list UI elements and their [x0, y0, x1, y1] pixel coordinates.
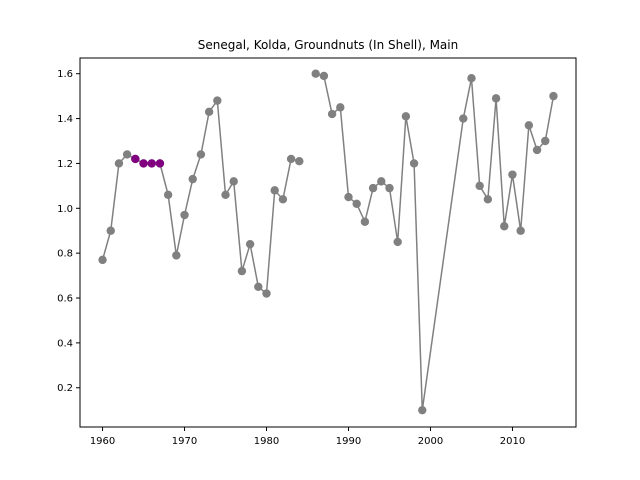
y-tick-label: 1.4: [57, 114, 73, 125]
data-point: [368, 183, 378, 193]
data-point: [254, 282, 263, 291]
data-point: [262, 289, 271, 298]
data-point: [467, 73, 476, 83]
data-point: [213, 96, 222, 105]
data-point: [344, 192, 353, 202]
data-point: [295, 156, 304, 166]
y-tick-label: 0.6: [57, 294, 73, 305]
data-point: [459, 114, 468, 123]
data-point: [360, 217, 370, 226]
y-tick-label: 1.6: [57, 69, 73, 80]
highlight-point: [131, 154, 140, 164]
y-tick-label: 1.0: [57, 204, 73, 215]
data-point: [180, 210, 189, 220]
data-point: [196, 150, 206, 159]
data-point: [278, 195, 288, 204]
data-point: [163, 190, 173, 200]
data-point: [393, 237, 402, 247]
data-point: [377, 177, 386, 186]
data-point: [311, 69, 320, 78]
data-point: [549, 91, 558, 101]
data-point: [336, 103, 345, 112]
highlight-point: [155, 159, 165, 168]
data-point: [532, 145, 542, 155]
y-tick-label: 1.2: [57, 159, 73, 170]
data-point: [418, 405, 427, 415]
data-point: [98, 255, 107, 265]
data-point: [188, 174, 197, 184]
data-point: [172, 251, 181, 260]
data-point: [516, 226, 525, 235]
data-point: [270, 186, 279, 195]
y-tick-label: 0.4: [57, 338, 73, 349]
x-tick-label: 1990: [336, 436, 361, 447]
data-point: [122, 150, 132, 159]
data-point: [524, 121, 534, 130]
x-tick-label: 1960: [90, 436, 115, 447]
data-point: [237, 266, 247, 276]
data-point: [491, 94, 501, 103]
data-point: [500, 222, 509, 231]
data-point: [385, 183, 394, 193]
highlight-point: [147, 159, 156, 168]
data-point: [114, 159, 124, 168]
data-point: [409, 159, 419, 168]
data-point: [401, 112, 411, 121]
data-point: [286, 154, 296, 164]
data-point: [221, 190, 230, 200]
data-point: [106, 226, 115, 235]
data-point: [245, 239, 255, 249]
data-point: [319, 71, 329, 81]
chart-title: Senegal, Kolda, Groundnuts (In Shell), M…: [198, 38, 458, 52]
data-point: [475, 181, 484, 191]
x-tick-label: 1970: [172, 436, 197, 447]
data-point: [541, 136, 550, 146]
x-tick-label: 2010: [500, 436, 525, 447]
data-point: [352, 199, 361, 209]
plot-frame: [79, 57, 577, 428]
data-point: [204, 107, 214, 117]
data-layer: [98, 69, 558, 415]
y-tick-label: 0.2: [57, 383, 73, 394]
y-tick-label: 0.8: [57, 249, 73, 260]
x-tick-label: 2000: [418, 436, 443, 447]
axes: 1960 1970 1980 1990 2000 2010 0.2 0.4 0.6 0.8 1.0 1…: [57, 57, 577, 447]
data-point: [327, 109, 337, 119]
data-point: [483, 195, 493, 204]
data-point: [508, 170, 517, 179]
x-tick-label: 1980: [254, 436, 279, 447]
data-point: [229, 177, 238, 186]
highlight-point: [139, 159, 148, 168]
